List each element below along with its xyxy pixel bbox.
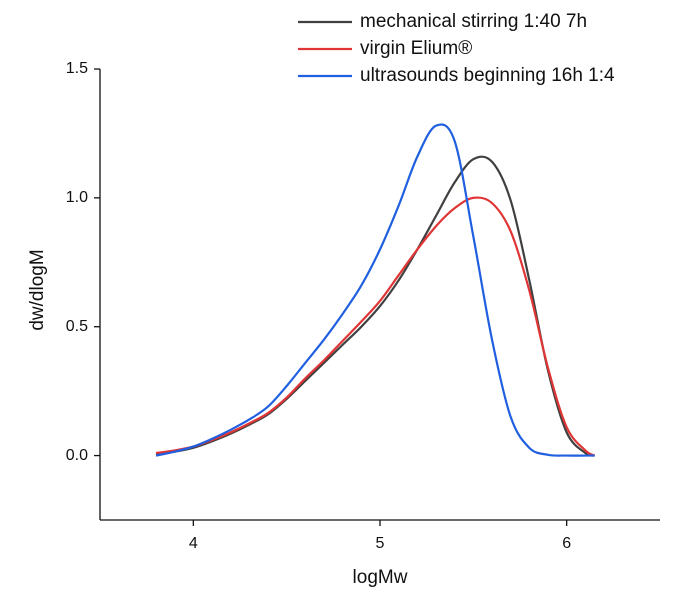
legend-label: virgin Elium®	[360, 38, 472, 59]
line-series	[155, 196, 596, 457]
line-series	[155, 155, 595, 457]
y-tick-label: 0.0	[66, 447, 88, 464]
x-axis-title: logMw	[353, 567, 408, 588]
line-series	[155, 123, 595, 457]
x-tick-label: 5	[376, 535, 385, 552]
x-tick-label: 4	[189, 535, 198, 552]
legend-label: ultrasounds beginning 16h 1:4	[360, 65, 615, 86]
y-axis-title: dw/dlogM	[27, 249, 48, 330]
y-tick-label: 1.0	[66, 189, 88, 206]
legend-label: mechanical stirring 1:40 7h	[360, 11, 587, 32]
y-tick-label: 1.5	[66, 60, 88, 77]
y-tick-label: 0.5	[66, 318, 88, 335]
x-tick-label: 6	[562, 535, 571, 552]
